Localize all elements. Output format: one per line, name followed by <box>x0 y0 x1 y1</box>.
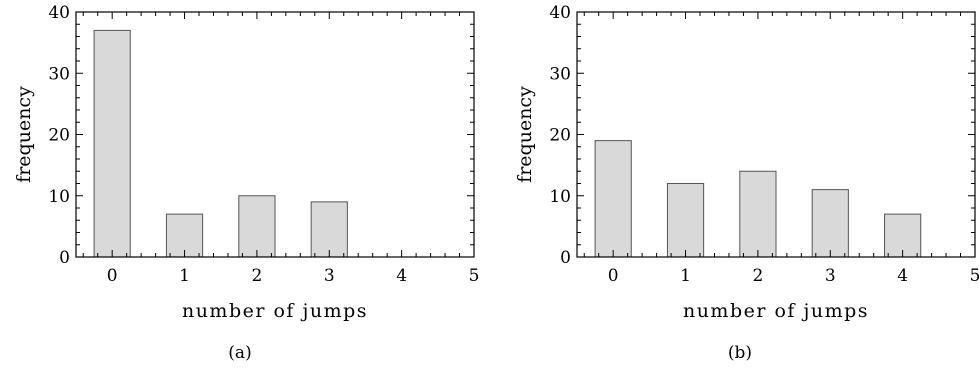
x-axis-label: number of jumps <box>182 300 368 322</box>
bar-3 <box>310 201 348 258</box>
y-tick-label: 0 <box>560 248 571 268</box>
y-tick-label: 20 <box>48 126 70 146</box>
bar-0 <box>93 29 131 258</box>
y-axis-label: frequency <box>13 86 35 183</box>
bar-4 <box>884 213 922 258</box>
panel-a: 0 10 20 30 40 0 1 2 3 4 5 number of jumps frequency (… <box>13 3 479 363</box>
bar-3 <box>811 189 849 258</box>
x-tick-label: 2 <box>251 266 262 286</box>
x-tick-label: 3 <box>825 266 836 286</box>
bar-2 <box>238 195 276 258</box>
bar-0 <box>594 140 632 258</box>
bar-2 <box>739 170 777 258</box>
x-tick-label: 1 <box>179 266 190 286</box>
x-tick-label: 1 <box>680 266 691 286</box>
x-tick-label: 5 <box>970 266 979 286</box>
y-tick-label: 10 <box>549 187 571 207</box>
y-tick-label: 30 <box>549 64 571 84</box>
x-tick-label: 4 <box>897 266 908 286</box>
x-tick-label: 0 <box>107 266 118 286</box>
panel-caption: (b) <box>728 343 752 363</box>
y-axis-label: frequency <box>514 86 536 183</box>
bar-1 <box>165 213 204 258</box>
bar-1 <box>666 183 705 258</box>
x-tick-label: 0 <box>608 266 619 286</box>
y-tick-label: 20 <box>549 126 571 146</box>
x-tick-label: 3 <box>324 266 335 286</box>
x-tick-label: 2 <box>752 266 763 286</box>
y-tick-label: 30 <box>48 64 70 84</box>
y-tick-label: 0 <box>59 248 70 268</box>
y-tick-label: 40 <box>549 3 571 23</box>
y-tick-label: 10 <box>48 187 70 207</box>
x-axis-label: number of jumps <box>683 300 869 322</box>
panel-b: 0 10 20 30 40 0 1 2 3 4 5 number of jumps frequency (… <box>514 3 979 363</box>
panel-caption: (a) <box>228 343 251 363</box>
x-tick-label: 5 <box>469 266 480 286</box>
y-tick-label: 40 <box>48 3 70 23</box>
x-tick-label: 4 <box>396 266 407 286</box>
